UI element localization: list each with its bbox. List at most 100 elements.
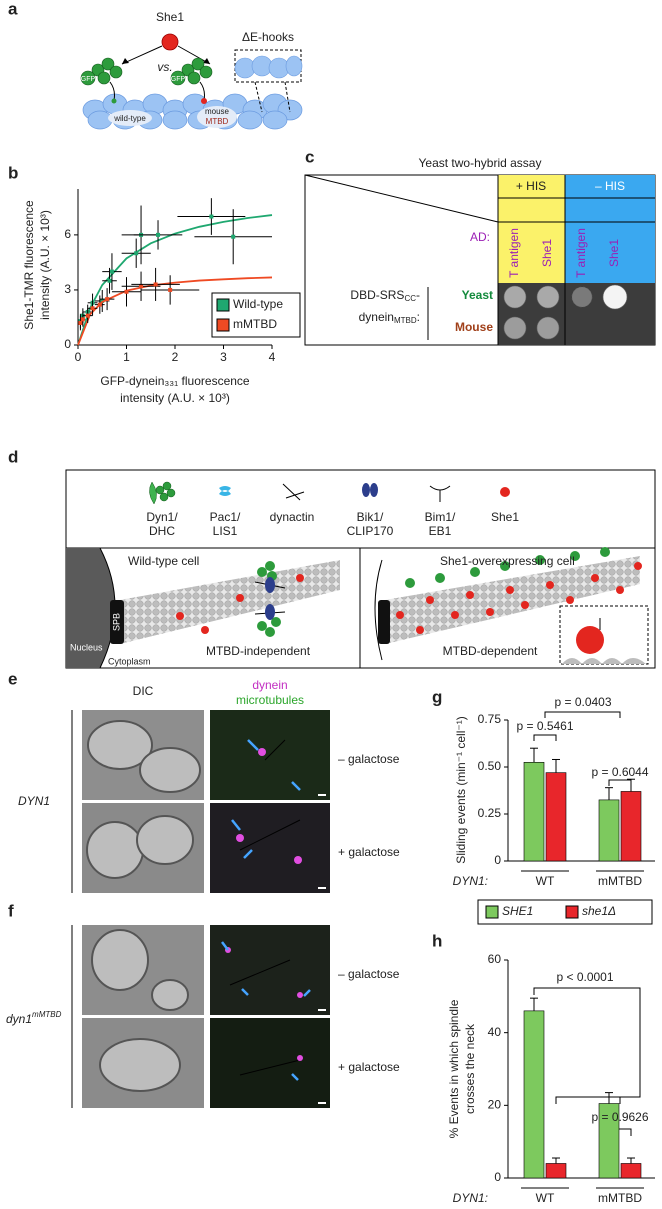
label: DBD-SRSCC- — [350, 288, 420, 303]
panel-label: g — [432, 687, 442, 706]
panel-label: d — [8, 447, 18, 466]
point — [107, 278, 112, 283]
legend-label: DHC — [149, 524, 175, 538]
point — [85, 313, 90, 318]
x-tick-label: WT — [536, 1191, 555, 1205]
annotation: p < 0.0001 — [556, 970, 613, 984]
y-tick-label: 0 — [494, 853, 501, 867]
point — [139, 284, 144, 289]
point — [209, 214, 214, 219]
bar — [523, 1010, 545, 1179]
label: mouse — [205, 107, 230, 116]
point — [124, 289, 129, 294]
label: dyn1 — [6, 1012, 32, 1026]
label: microtubules — [236, 693, 304, 707]
point — [156, 232, 161, 237]
y-axis-label: Sliding events (min⁻¹ cell⁻¹) — [454, 716, 468, 863]
column-label: She1 — [540, 239, 554, 267]
label: vs. — [157, 60, 172, 74]
row-label: Mouse — [455, 320, 493, 334]
legend-label: Wild-type — [233, 297, 283, 311]
panel-label: b — [8, 163, 18, 182]
panel-label: f — [8, 901, 14, 920]
point — [97, 302, 102, 307]
label: Nucleus — [70, 642, 103, 652]
y-axis-label: % Events in which spindle — [447, 999, 461, 1138]
label: dyneinMTBD: — [359, 310, 420, 325]
label: DBD-SRS — [350, 288, 404, 302]
point — [80, 317, 85, 322]
label: GFP — [81, 76, 96, 83]
legend-label: SHE1 — [502, 904, 533, 918]
label: CC — [404, 294, 416, 303]
point — [90, 306, 95, 311]
label: GFP — [171, 76, 186, 83]
legend-label: Dyn1/ — [146, 510, 178, 524]
y-tick-label: 0.25 — [478, 806, 502, 820]
panel-label: e — [8, 669, 17, 688]
legend-swatch — [565, 905, 579, 919]
x-tick-label: mMTBD — [598, 1191, 642, 1205]
label: – galactose — [338, 967, 400, 981]
bar — [620, 1163, 642, 1179]
row-label: Yeast — [462, 288, 493, 302]
label: dynein — [252, 678, 287, 692]
y-axis-label: She1-TMR fluorescence — [22, 200, 36, 330]
point — [109, 269, 114, 274]
panel-label: h — [432, 931, 442, 950]
column-label: She1 — [607, 239, 621, 267]
panel-label: c — [305, 147, 314, 166]
x-tick-label: 0 — [75, 350, 82, 364]
column-header: – HIS — [595, 179, 625, 193]
point — [134, 251, 139, 256]
legend-label: mMTBD — [233, 317, 277, 331]
legend-label: Bik1/ — [357, 510, 384, 524]
y-axis-label: intensity (A.U. × 10³) — [38, 210, 52, 320]
bar — [598, 1103, 620, 1179]
label: She1-overexpressing cell — [440, 554, 575, 568]
bar — [598, 799, 620, 862]
legend-label: CLIP170 — [347, 524, 394, 538]
x-tick-label: 3 — [220, 350, 227, 364]
point — [78, 320, 83, 325]
label: Wild-type cell — [128, 554, 199, 568]
column-header: + HIS — [516, 179, 546, 193]
label: DYN1 — [18, 794, 50, 808]
bar — [523, 761, 545, 862]
legend-label: Pac1/ — [210, 510, 241, 524]
legend-swatch — [216, 318, 230, 332]
point — [105, 297, 110, 302]
label: MTBD — [394, 316, 417, 325]
x-axis-label: GFP-dynein₃₃₁ fluorescence — [100, 374, 250, 388]
legend-label: she1Δ — [582, 904, 616, 918]
bar — [545, 772, 567, 862]
label: + galactose — [338, 1060, 400, 1074]
point — [231, 234, 236, 239]
label: MTBD-independent — [206, 644, 311, 658]
bar — [545, 1163, 567, 1179]
y-tick-label: 0.75 — [478, 712, 502, 726]
label: ΔE-hooks — [242, 30, 294, 44]
x-axis-label: intensity (A.U. × 10³) — [120, 391, 230, 405]
label: – galactose — [338, 752, 400, 766]
bar — [620, 791, 642, 862]
column-label: T antigen — [574, 228, 588, 278]
label: DIC — [133, 684, 154, 698]
x-tick-label: mMTBD — [598, 874, 642, 888]
legend-label: dynactin — [270, 510, 315, 524]
column-label: T antigen — [507, 228, 521, 278]
y-tick-label: 6 — [64, 227, 71, 241]
label: MTBD-dependent — [443, 644, 538, 658]
fit-line — [77, 214, 273, 346]
y-tick-label: 40 — [488, 1025, 502, 1039]
legend-swatch — [485, 905, 499, 919]
legend-label: Bim1/ — [425, 510, 456, 524]
label: SPB — [111, 613, 121, 631]
y-tick-label: 20 — [488, 1098, 502, 1112]
label: dynein — [359, 310, 394, 324]
panel-label: a — [8, 0, 18, 18]
label: Cytoplasm — [108, 656, 151, 666]
panel-c: Yeast two-hybrid assay + HIS – HIS AD: T… — [304, 156, 656, 346]
y-tick-label: 0.50 — [478, 759, 502, 773]
